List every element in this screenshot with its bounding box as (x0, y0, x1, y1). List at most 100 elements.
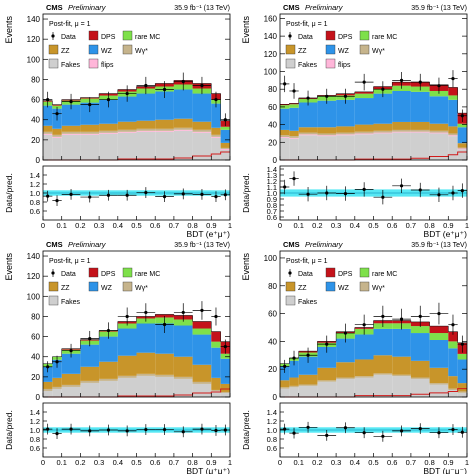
ratio-point (381, 434, 385, 438)
stack-bar-fakes (392, 376, 411, 397)
stack-bar-fakes (317, 136, 337, 160)
stack-bar-wz (457, 359, 467, 384)
stack-bar-zz (410, 360, 430, 378)
legend-entry: rare MC (372, 34, 397, 41)
stack-bar-flips (354, 133, 374, 135)
stack-bar-w (429, 130, 449, 133)
legend-entry: Data (298, 34, 313, 41)
y-tick-label: 0 (36, 156, 41, 165)
total-prediction-outline (43, 314, 230, 365)
x-tick-label: 0.4 (113, 458, 123, 467)
stack-bar-w (173, 376, 193, 379)
x-tick-label: 0.7 (169, 221, 179, 230)
x-tick-label: 1 (228, 458, 232, 467)
stack-bar-fakes (117, 377, 137, 397)
data-point (55, 112, 59, 116)
stack-bar-wz (410, 91, 430, 122)
legend-swatch (285, 58, 296, 69)
stack-bar-fakes (80, 134, 100, 160)
stack-bar-zz (80, 124, 100, 132)
legend-entry: WZ (101, 285, 113, 292)
legend-data-marker (288, 34, 292, 38)
stack-bar-zz (298, 374, 318, 385)
stack-bar-zz (155, 353, 174, 375)
legend-entry: ZZ (298, 285, 307, 292)
stack-bar-flips (373, 132, 393, 134)
experiment-label: CMS (283, 240, 300, 249)
stack-bar-dps (354, 91, 374, 94)
data-point (381, 314, 385, 318)
stack-bar-flips (457, 148, 467, 150)
ratio-point (125, 429, 129, 433)
ratio-y-tick-label: 0.6 (30, 444, 40, 453)
x-tick-label: 0.9 (443, 221, 453, 230)
x-tick-label: 0.7 (406, 458, 416, 467)
stack-bar-flips (211, 136, 221, 138)
ratio-point (106, 193, 111, 197)
y-axis-label: Events (241, 16, 251, 44)
stack-bar-fakes (99, 380, 118, 397)
stack-bar-wz (211, 347, 221, 378)
fit-label: Post-fit, μ = 1 (49, 258, 91, 265)
y-tick-label: 40 (31, 116, 40, 125)
ratio-point (88, 195, 92, 199)
stack-bar-raremc (429, 333, 449, 340)
stack-bar-fakes (61, 386, 81, 397)
y-tick-label: 160 (264, 14, 278, 23)
legend-swatch (359, 281, 370, 292)
y-tick-label: 20 (268, 365, 277, 374)
data-point (306, 353, 310, 357)
legend-entry: rare MC (372, 271, 397, 278)
stack-bar-w (52, 134, 62, 137)
x-tick-label: 0.5 (131, 458, 141, 467)
stack-bar-w (61, 131, 81, 134)
legend-entry: rare MC (135, 34, 160, 41)
x-tick-label: 0.2 (312, 221, 322, 230)
data-point (144, 83, 148, 88)
data-point (343, 94, 348, 98)
stack-bar-zz (211, 377, 221, 390)
ratio-point (460, 189, 464, 193)
stack-bar-zz (192, 364, 212, 382)
stack-bar-zz (52, 128, 62, 135)
stack-bar-dps (155, 314, 174, 318)
x-tick-label: 1 (228, 221, 232, 230)
stack-bar-w (192, 129, 212, 132)
data-point (460, 114, 464, 118)
stack-bar-w (354, 131, 374, 134)
data-point (106, 97, 111, 102)
ratio-axis-label: Data/pred. (4, 173, 14, 213)
stack-bar-zz (373, 123, 393, 131)
stack-bar-w (80, 131, 100, 134)
y-tick-label: 80 (268, 85, 277, 94)
ratio-y-tick-label: 1.2 (30, 417, 40, 426)
ratio-point (200, 427, 204, 431)
status-label: Preliminary (305, 240, 344, 249)
stack-bar-wz (392, 90, 411, 122)
stack-bar-fakes (429, 133, 449, 160)
legend-entry: WZ (338, 48, 350, 55)
experiment-label: CMS (46, 240, 63, 249)
ratio-point (306, 192, 310, 196)
x-tick-label: 0 (278, 221, 282, 230)
ratio-point (399, 184, 404, 188)
stack-bar-fakes (354, 134, 374, 160)
stack-bar-raremc (211, 341, 221, 348)
stack-bar-fakes (410, 378, 430, 397)
stack-bar-fakes (43, 390, 53, 397)
stack-bar-fakes (289, 138, 299, 160)
ratio-point (460, 430, 464, 434)
ratio-point (306, 425, 310, 429)
ratio-axis-label: Data/pred. (4, 410, 14, 450)
stack-bar-flips (136, 130, 156, 132)
x-axis-label: BDT (e⁺μ⁺) (187, 229, 231, 239)
stack-bar-zz (173, 118, 193, 128)
stack-bar-w (61, 384, 81, 387)
stack-bar-wz (289, 360, 299, 378)
x-tick-label: 0 (41, 221, 45, 230)
stack-bar-wz (448, 99, 458, 127)
ratio-axis-label: Data/pred. (241, 410, 251, 450)
status-label: Preliminary (305, 3, 344, 12)
ratio-point (69, 192, 73, 196)
stack-bar-zz (373, 355, 393, 374)
